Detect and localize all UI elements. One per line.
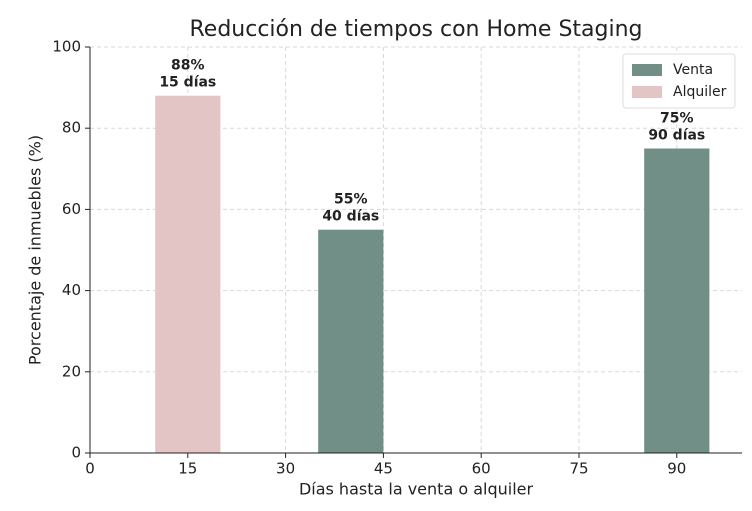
- y-tick-label: 100: [52, 38, 81, 56]
- x-tick-label: 45: [374, 460, 393, 478]
- x-axis-label: Días hasta la venta o alquiler: [299, 480, 534, 499]
- x-value-label: 90 días: [648, 128, 705, 144]
- bar: [644, 148, 710, 453]
- y-tick-label: 20: [62, 362, 81, 380]
- legend-label: Venta: [673, 62, 713, 78]
- legend-swatch: [632, 86, 662, 98]
- bar: [155, 95, 221, 453]
- y-axis-label: Porcentaje de inmuebles (%): [26, 135, 45, 365]
- y-tick-label: 60: [62, 200, 81, 218]
- x-tick-label: 0: [85, 460, 95, 478]
- value-label: 75%: [660, 111, 694, 127]
- value-label: 88%: [171, 58, 205, 74]
- x-tick-label: 90: [667, 460, 686, 478]
- value-label: 55%: [334, 192, 368, 208]
- legend-label: Alquiler: [673, 84, 727, 100]
- x-tick-label: 15: [178, 460, 197, 478]
- x-value-label: 40 días: [322, 209, 379, 225]
- y-tick-label: 0: [71, 444, 81, 462]
- chart-title: Reducción de tiempos con Home Staging: [189, 17, 642, 42]
- y-tick-label: 80: [62, 119, 81, 137]
- x-tick-label: 30: [276, 460, 295, 478]
- x-tick-label: 75: [569, 460, 588, 478]
- x-tick-label: 60: [472, 460, 491, 478]
- y-tick-label: 40: [62, 281, 81, 299]
- legend-swatch: [632, 64, 662, 76]
- bar: [318, 229, 384, 453]
- x-value-label: 15 días: [159, 75, 216, 91]
